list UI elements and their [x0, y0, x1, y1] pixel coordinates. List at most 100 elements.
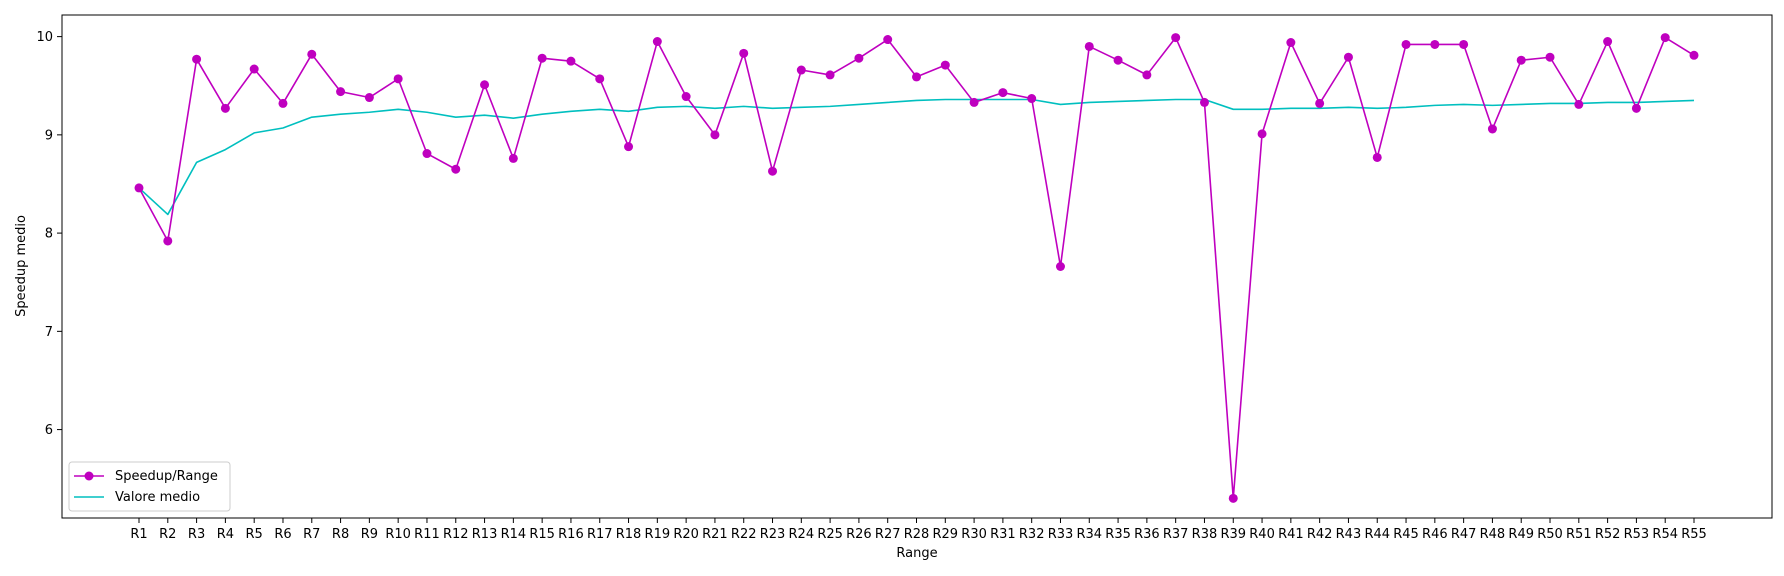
- legend-label-speedup: Speedup/Range: [115, 469, 218, 484]
- data-point: [1085, 42, 1094, 51]
- legend-marker-speedup: [85, 472, 94, 481]
- data-point: [1661, 33, 1670, 42]
- data-point: [682, 92, 691, 101]
- x-tick-label: R33: [1048, 527, 1074, 542]
- x-tick-label: R24: [789, 527, 815, 542]
- x-tick-label: R21: [702, 527, 728, 542]
- data-point: [394, 74, 403, 83]
- x-tick-label: R38: [1192, 527, 1218, 542]
- x-tick-label: R48: [1480, 527, 1506, 542]
- data-point: [710, 130, 719, 139]
- data-point: [1114, 56, 1123, 65]
- legend-label-mean: Valore medio: [115, 490, 200, 505]
- x-tick-label: R55: [1681, 527, 1707, 542]
- data-point: [451, 165, 460, 174]
- x-tick-label: R52: [1595, 527, 1621, 542]
- data-point: [653, 37, 662, 46]
- x-tick-label: R13: [472, 527, 498, 542]
- x-tick-label: R10: [385, 527, 411, 542]
- data-point: [1344, 53, 1353, 62]
- y-axis-title: Speedup medio: [14, 215, 29, 317]
- x-tick-label: R54: [1652, 527, 1678, 542]
- data-point: [1690, 51, 1699, 60]
- data-point: [1402, 40, 1411, 49]
- x-tick-label: R26: [846, 527, 872, 542]
- x-tick-label: R36: [1134, 527, 1160, 542]
- x-tick-label: R23: [760, 527, 786, 542]
- data-point: [595, 74, 604, 83]
- data-point: [163, 236, 172, 245]
- data-point: [422, 149, 431, 158]
- legend: Speedup/Range Valore medio: [69, 462, 230, 511]
- data-point: [135, 183, 144, 192]
- x-tick-label: R37: [1163, 527, 1189, 542]
- x-tick-label: R15: [529, 527, 555, 542]
- data-point: [1315, 99, 1324, 108]
- data-point: [336, 87, 345, 96]
- data-point: [1603, 37, 1612, 46]
- y-tick-label: 8: [45, 227, 53, 242]
- data-point: [365, 93, 374, 102]
- data-point: [1517, 56, 1526, 65]
- x-tick-label: R35: [1105, 527, 1131, 542]
- x-tick-label: R45: [1393, 527, 1419, 542]
- data-point: [941, 61, 950, 70]
- y-tick-label: 10: [36, 30, 53, 45]
- data-point: [1200, 98, 1209, 107]
- x-tick-label: R14: [501, 527, 527, 542]
- data-point: [221, 104, 230, 113]
- x-tick-label: R32: [1019, 527, 1045, 542]
- x-tick-label: R11: [414, 527, 440, 542]
- x-axis-title: Range: [896, 546, 937, 561]
- data-point: [1459, 40, 1468, 49]
- data-point: [1488, 124, 1497, 133]
- x-tick-label: R47: [1451, 527, 1477, 542]
- x-tick-label: R28: [904, 527, 930, 542]
- y-tick-label: 7: [45, 325, 53, 340]
- data-point: [739, 49, 748, 58]
- data-point: [1027, 94, 1036, 103]
- x-tick-label: R17: [587, 527, 613, 542]
- data-point: [307, 50, 316, 59]
- x-tick-label: R46: [1422, 527, 1448, 542]
- data-point: [1229, 494, 1238, 503]
- data-point: [1546, 53, 1555, 62]
- data-point: [826, 70, 835, 79]
- x-tick-label: R9: [361, 527, 378, 542]
- x-tick-label: R22: [731, 527, 757, 542]
- data-point: [278, 99, 287, 108]
- x-tick-label: R40: [1249, 527, 1275, 542]
- x-tick-label: R44: [1364, 527, 1390, 542]
- data-point: [509, 154, 518, 163]
- data-point: [1574, 100, 1583, 109]
- x-tick-label: R12: [443, 527, 469, 542]
- data-point: [1171, 33, 1180, 42]
- y-tick-label: 6: [45, 423, 53, 438]
- data-point: [998, 88, 1007, 97]
- data-point: [1373, 153, 1382, 162]
- x-tick-label: R49: [1508, 527, 1534, 542]
- data-point: [970, 98, 979, 107]
- x-tick-label: R53: [1624, 527, 1650, 542]
- data-point: [854, 54, 863, 63]
- data-point: [768, 167, 777, 176]
- x-tick-label: R25: [817, 527, 843, 542]
- data-point: [566, 57, 575, 66]
- x-tick-label: R3: [188, 527, 205, 542]
- x-tick-label: R30: [961, 527, 987, 542]
- x-tick-label: R4: [217, 527, 234, 542]
- x-tick-label: R41: [1278, 527, 1304, 542]
- x-tick-label: R18: [616, 527, 642, 542]
- data-point: [1056, 262, 1065, 271]
- data-point: [883, 35, 892, 44]
- x-tick-label: R20: [673, 527, 699, 542]
- x-tick-label: R27: [875, 527, 901, 542]
- data-point: [1286, 38, 1295, 47]
- y-tick-label: 9: [45, 128, 53, 143]
- data-point: [1142, 70, 1151, 79]
- data-point: [624, 142, 633, 151]
- data-point: [250, 65, 259, 74]
- x-tick-label: R51: [1566, 527, 1592, 542]
